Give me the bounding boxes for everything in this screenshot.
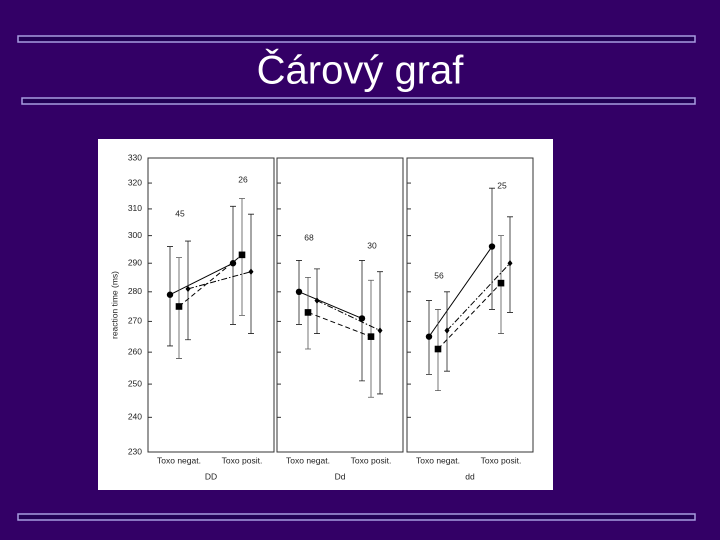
plot-frame xyxy=(147,157,275,453)
series-line xyxy=(446,262,511,331)
x-tick-label: Toxo negat. xyxy=(157,455,201,465)
y-tick-label: 240 xyxy=(128,412,142,422)
chart-image xyxy=(98,139,553,490)
y-tick-label: 290 xyxy=(128,257,142,267)
count-annotation: 26 xyxy=(238,174,248,184)
x-axis-label: DD xyxy=(205,471,217,481)
y-tick-label: 300 xyxy=(128,230,142,240)
marker-diamond xyxy=(377,327,383,334)
plot-frame xyxy=(406,157,534,453)
top-rule xyxy=(17,35,696,43)
count-annotation: 68 xyxy=(304,232,314,242)
marker-circle xyxy=(229,260,237,267)
marker-square xyxy=(304,309,312,316)
count-annotation: 45 xyxy=(175,208,185,218)
x-tick-label: Toxo negat. xyxy=(286,455,330,465)
y-tick-label: 320 xyxy=(128,177,142,187)
y-tick-label: 280 xyxy=(128,286,142,296)
marker-circle xyxy=(166,291,174,298)
marker-diamond xyxy=(444,327,450,334)
marker-square xyxy=(434,345,442,353)
series-line xyxy=(187,271,252,290)
series-line xyxy=(178,254,243,307)
y-tick-label: 260 xyxy=(128,346,142,356)
y-axis-label: reaction time (ms) xyxy=(109,271,119,339)
x-axis-label: dd xyxy=(465,471,475,481)
marker-diamond xyxy=(185,285,191,293)
marker-square xyxy=(367,333,375,340)
count-annotation: 25 xyxy=(497,180,507,190)
plot-frame xyxy=(276,157,404,453)
marker-circle xyxy=(488,243,496,250)
chart: 230 240 250 260 270 280 290 300 310 320 330 reactio… xyxy=(109,152,534,481)
title-rule xyxy=(21,97,696,105)
y-tick-label: 230 xyxy=(128,446,142,456)
bottom-rule xyxy=(17,513,696,521)
marker-circle xyxy=(358,315,366,322)
x-tick-label: Toxo negat. xyxy=(416,455,460,465)
marker-diamond xyxy=(507,260,513,267)
marker-circle xyxy=(295,288,303,296)
count-annotation: 30 xyxy=(367,240,377,250)
marker-square xyxy=(238,251,246,259)
series-line xyxy=(316,300,381,331)
x-tick-label: Toxo posit. xyxy=(351,455,392,465)
x-axis-label: Dd xyxy=(335,471,346,481)
series-line xyxy=(307,311,372,338)
count-annotation: 56 xyxy=(434,270,444,280)
y-tick-label: 270 xyxy=(128,316,142,326)
marker-square xyxy=(497,279,505,287)
x-tick-label: Toxo posit. xyxy=(481,455,522,465)
series-line xyxy=(437,282,502,350)
series-line xyxy=(298,291,363,319)
y-tick-label: 330 xyxy=(128,152,142,162)
marker-diamond xyxy=(248,268,254,275)
marker-circle xyxy=(425,333,433,340)
x-tick-label: Toxo posit. xyxy=(222,455,263,465)
y-tick-label: 310 xyxy=(128,203,142,213)
marker-square xyxy=(175,303,183,310)
marker-diamond xyxy=(314,297,320,304)
slide-title: Čárový graf xyxy=(257,48,465,93)
series-line xyxy=(428,246,493,337)
y-tick-label: 250 xyxy=(128,378,142,388)
series-line xyxy=(169,262,234,296)
